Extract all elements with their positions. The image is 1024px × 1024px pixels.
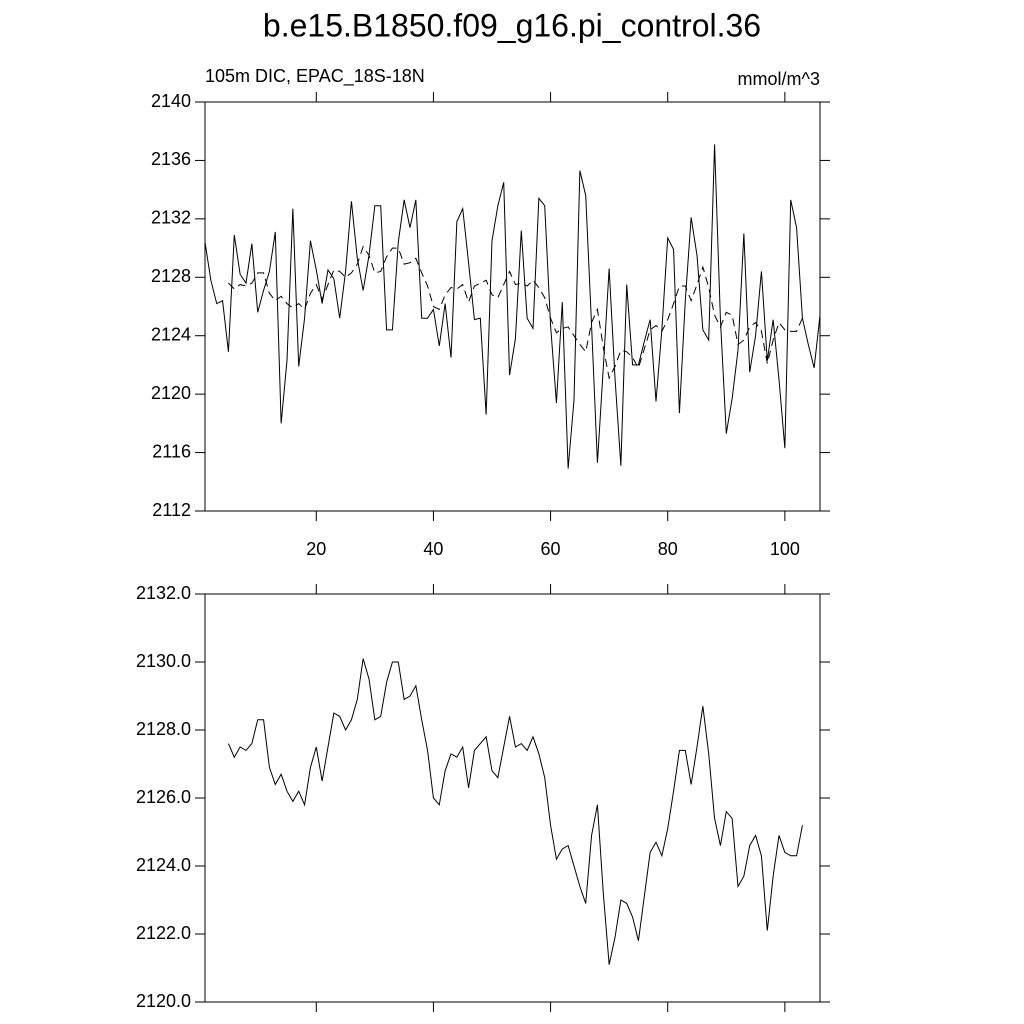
y-tick-label: 2132: [151, 208, 191, 228]
y-tick-label: 2140: [151, 91, 191, 111]
x-tick-label: 60: [541, 539, 561, 559]
y-tick-label: 2128: [151, 266, 191, 286]
left-subtitle: 105m DIC, EPAC_18S-18N: [205, 66, 425, 87]
y-tick-label: 2126.0: [136, 787, 191, 807]
x-tick-label: 40: [423, 539, 443, 559]
x-tick-label: 100: [770, 539, 800, 559]
plot-frame: [204, 101, 821, 512]
data-line: [228, 245, 803, 380]
y-tick-label: 2120: [151, 383, 191, 403]
x-tick-label: 80: [658, 539, 678, 559]
units-label: mmol/m^3: [738, 69, 820, 89]
y-tick-label: 2116: [152, 441, 191, 461]
y-tick-label: 2120.0: [136, 991, 191, 1011]
data-line: [204, 144, 821, 469]
y-tick-label: 2136: [151, 149, 191, 169]
plot-frame: [204, 593, 821, 1003]
y-tick-label: 2128.0: [136, 719, 191, 739]
y-tick-label: 2124: [151, 324, 191, 344]
y-tick-label: 2112: [152, 500, 191, 520]
y-tick-label: 2130.0: [136, 651, 191, 671]
chart-title: b.e15.B1850.f09_g16.pi_control.36: [263, 7, 761, 43]
y-tick-label: 2132.0: [136, 583, 191, 603]
y-tick-label: 2124.0: [136, 855, 191, 875]
x-tick-label: 20: [306, 539, 326, 559]
data-line: [227, 658, 803, 965]
y-tick-label: 2122.0: [136, 923, 191, 943]
